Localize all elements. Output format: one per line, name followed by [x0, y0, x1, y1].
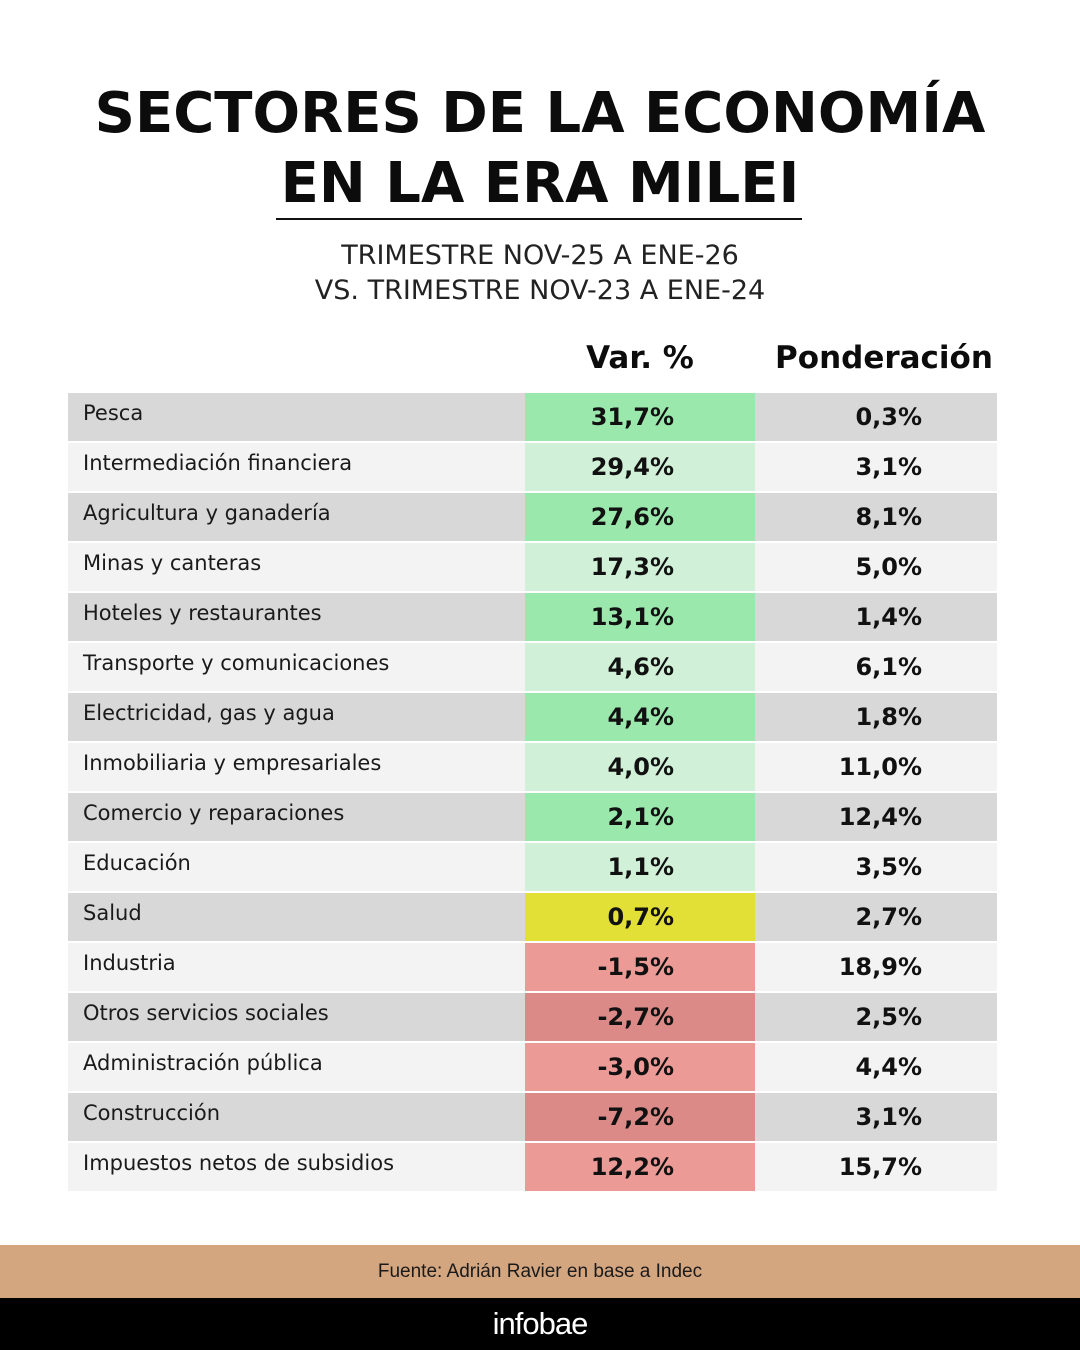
- column-header-ponderacion: Ponderación: [775, 340, 993, 376]
- var-value: 1,1%: [525, 843, 755, 891]
- ponderacion-value: 3,1%: [755, 443, 997, 491]
- table-row: Salud 0,7% 2,7%: [68, 893, 997, 941]
- table-row: Inmobiliaria y empresariales 4,0% 11,0%: [68, 743, 997, 791]
- brand-logo: infobae: [492, 1306, 589, 1341]
- ponderacion-value: 5,0%: [755, 543, 997, 591]
- ponderacion-value: 15,7%: [755, 1143, 997, 1191]
- var-value: -7,2%: [525, 1093, 755, 1141]
- ponderacion-value: 1,4%: [755, 593, 997, 641]
- var-value: 2,1%: [525, 793, 755, 841]
- sector-name: Electricidad, gas y agua: [68, 693, 525, 741]
- sector-name: Hoteles y restaurantes: [68, 593, 525, 641]
- ponderacion-value: 0,3%: [755, 393, 997, 441]
- sector-name: Intermediación financiera: [68, 443, 525, 491]
- column-header-var: Var. %: [586, 340, 694, 376]
- var-value: -2,7%: [525, 993, 755, 1041]
- sector-name: Salud: [68, 893, 525, 941]
- ponderacion-value: 4,4%: [755, 1043, 997, 1091]
- table-row: Electricidad, gas y agua 4,4% 1,8%: [68, 693, 997, 741]
- table-row: Administración pública -3,0% 4,4%: [68, 1043, 997, 1091]
- sector-name: Transporte y comunicaciones: [68, 643, 525, 691]
- subtitle-line-2: VS. TRIMESTRE NOV-23 A ENE-24: [314, 275, 766, 306]
- sector-name: Otros servicios sociales: [68, 993, 525, 1041]
- ponderacion-value: 3,1%: [755, 1093, 997, 1141]
- table-row: Agricultura y ganadería 27,6% 8,1%: [68, 493, 997, 541]
- ponderacion-value: 11,0%: [755, 743, 997, 791]
- table-row: Minas y canteras 17,3% 5,0%: [68, 543, 997, 591]
- table-row: Comercio y reparaciones 2,1% 12,4%: [68, 793, 997, 841]
- brand-bar: infobae: [0, 1298, 1080, 1350]
- table-row: Impuestos netos de subsidios 12,2% 15,7%: [68, 1143, 997, 1191]
- ponderacion-value: 12,4%: [755, 793, 997, 841]
- table-row: Intermediación financiera 29,4% 3,1%: [68, 443, 997, 491]
- sectors-table: Pesca 31,7% 0,3% Intermediación financiera 2…: [68, 393, 997, 1193]
- ponderacion-value: 2,7%: [755, 893, 997, 941]
- var-value: 31,7%: [525, 393, 755, 441]
- var-value: 4,6%: [525, 643, 755, 691]
- ponderacion-value: 8,1%: [755, 493, 997, 541]
- ponderacion-value: 6,1%: [755, 643, 997, 691]
- title-line-2: EN LA ERA MILEI: [280, 151, 800, 216]
- sector-name: Inmobiliaria y empresariales: [68, 743, 525, 791]
- var-value: -3,0%: [525, 1043, 755, 1091]
- var-value: 27,6%: [525, 493, 755, 541]
- ponderacion-value: 2,5%: [755, 993, 997, 1041]
- var-value: 29,4%: [525, 443, 755, 491]
- subtitle-line-1: TRIMESTRE NOV-25 A ENE-26: [341, 240, 739, 271]
- source-bar: Fuente: Adrián Ravier en base a Indec: [0, 1245, 1080, 1298]
- sector-name: Industria: [68, 943, 525, 991]
- table-row: Industria -1,5% 18,9%: [68, 943, 997, 991]
- ponderacion-value: 18,9%: [755, 943, 997, 991]
- sector-name: Comercio y reparaciones: [68, 793, 525, 841]
- table-row: Transporte y comunicaciones 4,6% 6,1%: [68, 643, 997, 691]
- table-row: Pesca 31,7% 0,3%: [68, 393, 997, 441]
- table-row: Educación 1,1% 3,5%: [68, 843, 997, 891]
- sector-name: Educación: [68, 843, 525, 891]
- var-value: 4,0%: [525, 743, 755, 791]
- sector-name: Administración pública: [68, 1043, 525, 1091]
- var-value: 13,1%: [525, 593, 755, 641]
- sector-name: Agricultura y ganadería: [68, 493, 525, 541]
- title-line-1: SECTORES DE LA ECONOMÍA: [94, 81, 986, 146]
- sector-name: Minas y canteras: [68, 543, 525, 591]
- var-value: 17,3%: [525, 543, 755, 591]
- var-value: -1,5%: [525, 943, 755, 991]
- sector-name: Construcción: [68, 1093, 525, 1141]
- table-row: Hoteles y restaurantes 13,1% 1,4%: [68, 593, 997, 641]
- source-text: Fuente: Adrián Ravier en base a Indec: [377, 1260, 703, 1282]
- var-value: 12,2%: [525, 1143, 755, 1191]
- ponderacion-value: 1,8%: [755, 693, 997, 741]
- table-row: Otros servicios sociales -2,7% 2,5%: [68, 993, 997, 1041]
- ponderacion-value: 3,5%: [755, 843, 997, 891]
- sector-name: Impuestos netos de subsidios: [68, 1143, 525, 1191]
- sector-name: Pesca: [68, 393, 525, 441]
- title-underline: [276, 218, 802, 220]
- table-row: Construcción -7,2% 3,1%: [68, 1093, 997, 1141]
- var-value: 4,4%: [525, 693, 755, 741]
- var-value: 0,7%: [525, 893, 755, 941]
